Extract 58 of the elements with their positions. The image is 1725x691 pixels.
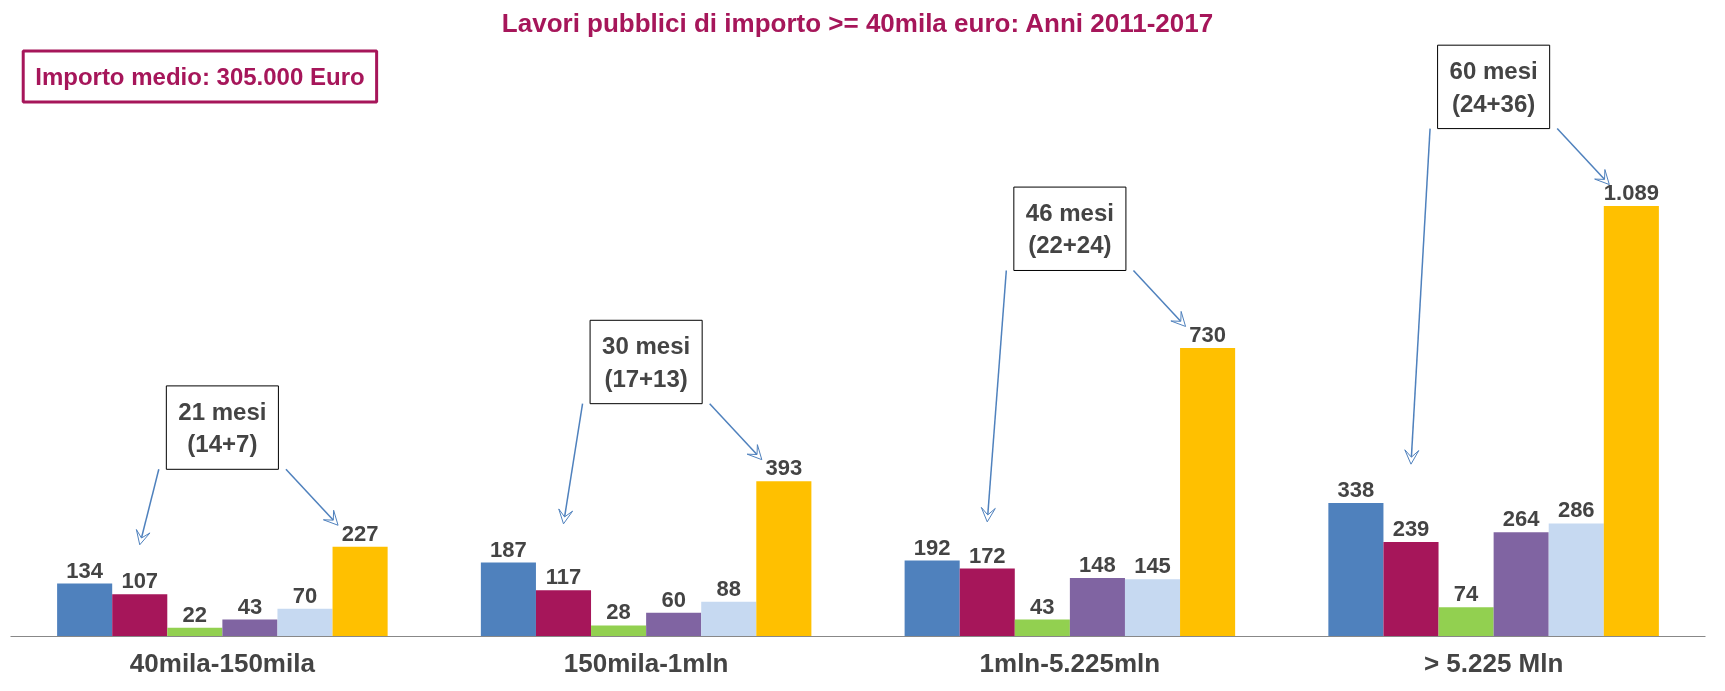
- bar: [1328, 502, 1384, 637]
- data-label: 145: [1134, 553, 1171, 579]
- bar: [1603, 206, 1659, 637]
- data-label: 730: [1189, 321, 1226, 347]
- bar: [904, 560, 960, 637]
- bar: [1438, 607, 1494, 637]
- data-label: 88: [716, 575, 742, 601]
- bar: [1014, 619, 1070, 637]
- data-label: 22: [182, 601, 208, 627]
- text: 60 mesi (24+36): [1449, 57, 1538, 117]
- data-label: 148: [1079, 552, 1116, 577]
- bar: [535, 590, 592, 637]
- data-label: 60: [661, 586, 686, 612]
- text: Importo medio: 305.000 Euro: [35, 62, 365, 90]
- x-tick-label: > 5.225 Mln: [1423, 647, 1564, 678]
- bar: [167, 627, 223, 637]
- bar: [591, 625, 647, 637]
- data-label: 172: [968, 542, 1006, 568]
- data-label: 187: [490, 536, 527, 562]
- bar: [1493, 532, 1549, 637]
- x-tick-label: 40mila-150mila: [129, 647, 316, 678]
- bar: [222, 619, 278, 637]
- bar: [277, 608, 333, 637]
- data-label: 239: [1392, 516, 1430, 542]
- bar: [1124, 579, 1181, 637]
- data-label: 43: [237, 593, 263, 619]
- bar: [332, 546, 388, 637]
- bar: [1069, 578, 1125, 637]
- data-label: 70: [292, 582, 318, 608]
- bar: [959, 568, 1015, 637]
- data-label: 134: [66, 557, 104, 583]
- data-label: 74: [1453, 581, 1480, 607]
- annotation: 46 mesi (22+24): [1025, 199, 1114, 259]
- bar: [701, 601, 757, 637]
- data-label: 117: [545, 564, 582, 590]
- bar: [57, 583, 113, 637]
- annotation: 30 mesi (17+13): [602, 332, 691, 392]
- x-tick-label: 1mln-5.225mln: [979, 647, 1161, 678]
- chart-title: Lavori pubblici di importo >= 40mila euro: Anni 2011-2017: [501, 7, 1214, 38]
- bar: [1180, 347, 1236, 637]
- bar: [480, 562, 536, 637]
- bar: [1383, 542, 1439, 637]
- data-label: 264: [1502, 506, 1541, 532]
- data-label: 393: [765, 455, 803, 481]
- data-label: 43: [1030, 593, 1055, 619]
- data-label: 227: [341, 520, 379, 546]
- data-label: 28: [606, 599, 631, 625]
- data-label: 286: [1557, 497, 1595, 523]
- bar: [756, 481, 812, 637]
- bar: [112, 594, 168, 637]
- data-label: 338: [1337, 476, 1375, 502]
- data-label: 192: [913, 534, 951, 560]
- x-tick-label: 150mila-1mln: [563, 647, 729, 678]
- data-label: 1.089: [1603, 180, 1659, 206]
- bar: [646, 612, 702, 637]
- data-label: 107: [121, 568, 159, 594]
- annotation: 21 mesi (14+7): [178, 397, 267, 458]
- bar: [1548, 523, 1604, 637]
